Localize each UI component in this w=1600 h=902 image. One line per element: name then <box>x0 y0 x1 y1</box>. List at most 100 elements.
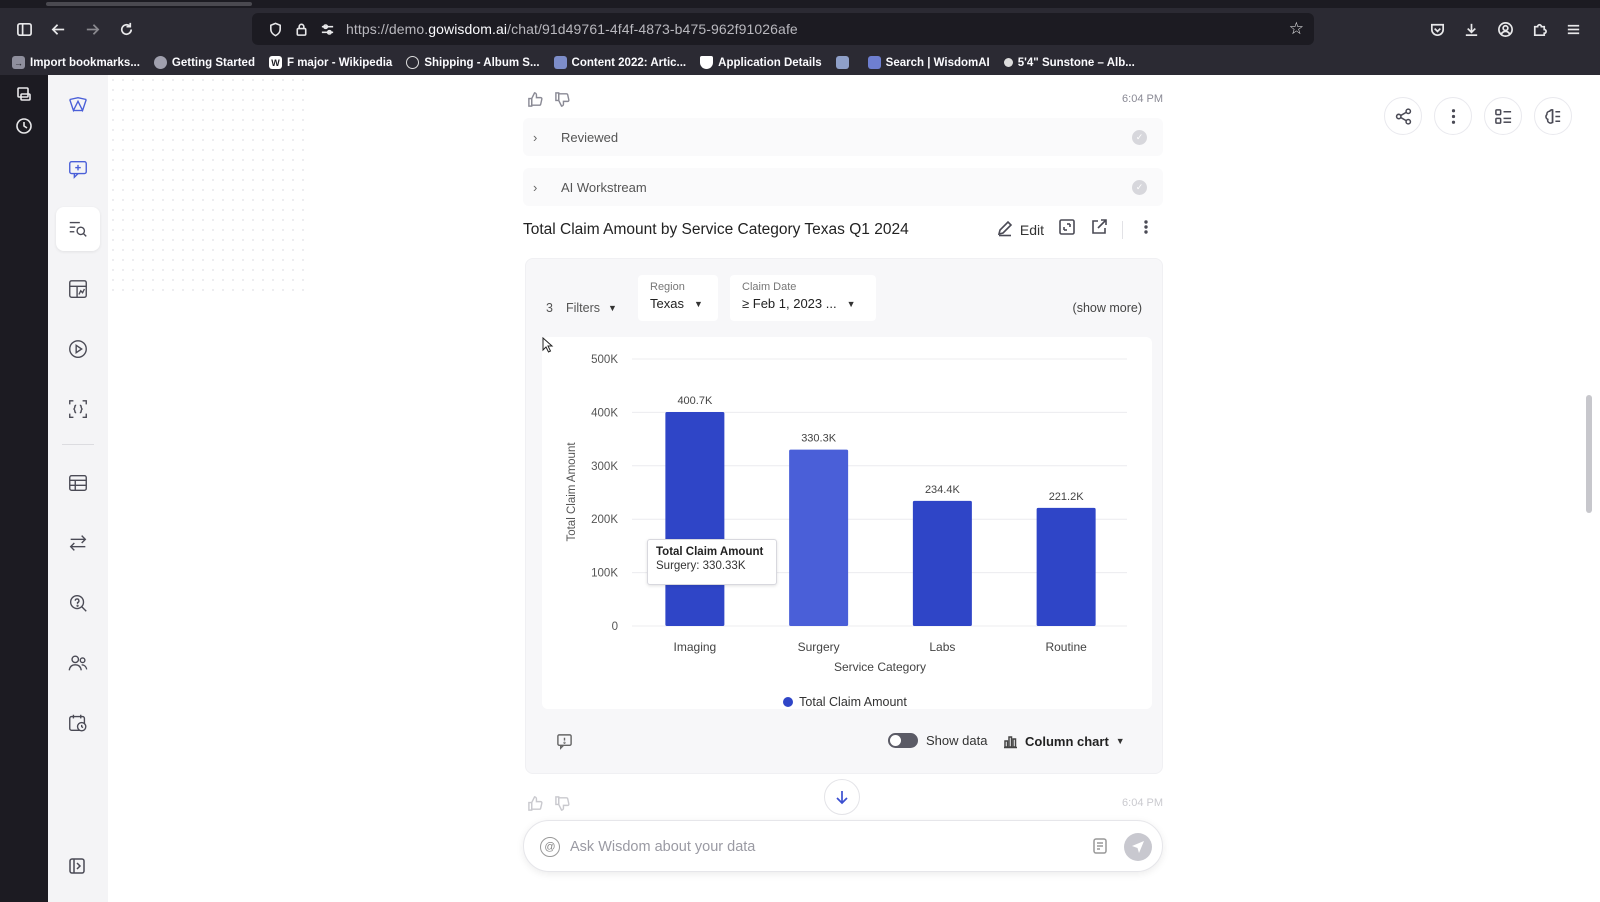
table-icon[interactable] <box>56 461 100 505</box>
x-axis-label: Service Category <box>834 660 926 674</box>
attach-data-icon[interactable] <box>1090 836 1110 861</box>
list-view-button[interactable] <box>1484 97 1522 135</box>
bar-routine[interactable] <box>1036 507 1096 626</box>
active-tab-indicator[interactable] <box>46 2 252 6</box>
chart-card: 3 Filters ▼ Region Texas ▼ Claim Date ≥ F… <box>525 258 1163 774</box>
toggle-switch[interactable] <box>888 733 918 748</box>
bookmark-shipping[interactable]: Shipping - Album S... <box>406 56 540 69</box>
edit-button[interactable]: Edit <box>996 219 1044 240</box>
site-icon <box>1003 58 1013 67</box>
scroll-down-button[interactable] <box>824 779 860 815</box>
region-filter-value: Texas <box>650 296 684 311</box>
comment-icon[interactable] <box>556 733 573 755</box>
expand-icon[interactable] <box>1058 218 1076 241</box>
arrow-down-icon <box>836 791 848 805</box>
bar-imaging[interactable] <box>665 412 725 626</box>
open-external-icon[interactable] <box>1090 218 1108 241</box>
url-text[interactable]: https://demo.gowisdom.ai/chat/91d49761-4… <box>346 21 798 37</box>
x-tick-label: Labs <box>929 640 955 654</box>
expand-sidebar-icon[interactable] <box>68 857 86 880</box>
bookmark-label: Shipping - Album S... <box>424 56 540 69</box>
globe-icon <box>406 56 420 69</box>
wisdom-logo-icon[interactable] <box>56 83 100 127</box>
chart-legend: Total Claim Amount <box>526 695 1164 709</box>
forward-icon[interactable] <box>75 12 109 46</box>
wikipedia-icon: W <box>268 56 282 69</box>
reload-icon[interactable] <box>109 12 143 46</box>
permissions-icon[interactable] <box>314 16 340 42</box>
bookmark-sunstone[interactable]: 5'4" Sunstone – Alb... <box>1003 57 1135 69</box>
dashboard-icon[interactable] <box>56 267 100 311</box>
schedule-icon[interactable] <box>56 701 100 745</box>
firefox-icon <box>153 56 167 69</box>
chart-menu-icon[interactable] <box>1137 218 1155 241</box>
bookmark-application-details[interactable]: Application Details <box>700 56 822 69</box>
sidebar-toggle-icon[interactable] <box>7 12 41 46</box>
search-chats-icon[interactable] <box>56 207 100 251</box>
new-chat-icon[interactable] <box>56 147 100 191</box>
bookmark-content-2022[interactable]: Content 2022: Artic... <box>553 56 686 69</box>
thumbs-down-icon[interactable] <box>554 795 571 817</box>
decorative-dots <box>108 75 308 295</box>
mention-icon[interactable]: @ <box>540 837 560 857</box>
x-tick-label: Surgery <box>798 640 840 654</box>
message-time: 6:04 PM <box>1122 93 1163 105</box>
bookmark-label: F major - Wikipedia <box>286 56 393 69</box>
query-search-icon[interactable] <box>56 581 100 625</box>
bar-surgery[interactable] <box>789 449 849 626</box>
bar-value-label: 400.7K <box>677 395 713 407</box>
bookmark-import[interactable]: → Import bookmarks... <box>12 56 140 69</box>
lock-icon[interactable] <box>288 16 314 42</box>
share-button[interactable] <box>1384 97 1422 135</box>
nav-divider <box>62 444 94 445</box>
site-icon <box>553 56 567 69</box>
bookmark-star-icon[interactable]: ☆ <box>1288 19 1304 38</box>
synced-tabs-icon[interactable] <box>15 85 33 103</box>
bookmark-wikipedia[interactable]: W F major - Wikipedia <box>268 56 393 69</box>
claim-date-filter[interactable]: Claim Date ≥ Feb 1, 2023 ... ▼ <box>730 275 876 321</box>
legend-label[interactable]: Total Claim Amount <box>799 695 907 709</box>
wisdom-icon <box>867 56 881 69</box>
message-feedback-next: 6:04 PM <box>523 793 1163 813</box>
bookmark-getting-started[interactable]: Getting Started <box>153 56 255 69</box>
show-more-link[interactable]: (show more) <box>1072 301 1142 315</box>
knowledge-button[interactable] <box>1534 97 1572 135</box>
region-filter[interactable]: Region Texas ▼ <box>638 275 718 321</box>
back-icon[interactable] <box>41 12 75 46</box>
transfer-icon[interactable] <box>56 521 100 565</box>
brain-icon <box>1544 108 1560 124</box>
bookmark-search-wisdomai[interactable]: Search | WisdomAI <box>867 56 990 69</box>
show-data-toggle[interactable]: Show data <box>888 733 987 748</box>
ask-input[interactable] <box>570 833 1070 861</box>
play-icon[interactable] <box>56 327 100 371</box>
filters-label: Filters <box>565 301 600 315</box>
bookmarks-bar: → Import bookmarks... Getting Started W F … <box>0 50 1600 75</box>
step-ai-workstream[interactable]: › AI Workstream ✓ <box>523 168 1163 206</box>
filters-dropdown[interactable]: 3 Filters ▼ <box>546 301 617 315</box>
downloads-icon[interactable] <box>1454 12 1488 46</box>
bookmark-label: Getting Started <box>171 56 255 69</box>
code-brackets-icon[interactable] <box>56 387 100 431</box>
message-feedback: 6:04 PM <box>523 89 1163 113</box>
more-options-button[interactable] <box>1434 97 1472 135</box>
page-scrollbar[interactable] <box>1586 395 1592 513</box>
thumbs-up-icon[interactable] <box>527 91 544 113</box>
import-icon: → <box>12 56 25 69</box>
list-icon <box>1494 108 1511 124</box>
bar-labs[interactable] <box>912 500 972 626</box>
thumbs-up-icon[interactable] <box>527 795 544 817</box>
thumbs-down-icon[interactable] <box>554 91 571 113</box>
send-button[interactable] <box>1124 833 1152 861</box>
bookmark-unnamed[interactable] <box>835 56 854 69</box>
users-icon[interactable] <box>56 641 100 685</box>
chart-type-dropdown[interactable]: Column chart ▼ <box>1002 733 1125 749</box>
step-reviewed[interactable]: › Reviewed ✓ <box>523 118 1163 156</box>
menu-icon[interactable] <box>1556 12 1590 46</box>
tracking-shield-icon[interactable] <box>262 16 288 42</box>
account-icon[interactable] <box>1488 12 1522 46</box>
address-bar[interactable]: https://demo.gowisdom.ai/chat/91d49761-4… <box>252 13 1314 45</box>
history-icon[interactable] <box>15 117 33 135</box>
pocket-icon[interactable] <box>1420 12 1454 46</box>
extensions-icon[interactable] <box>1522 12 1556 46</box>
top-actions <box>1384 97 1572 135</box>
